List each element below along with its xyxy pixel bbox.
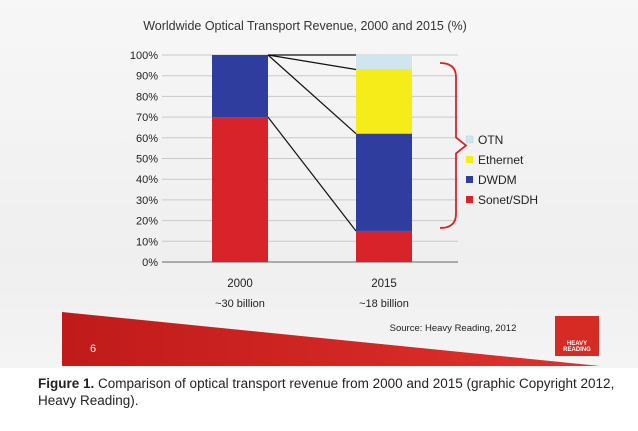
- legend-label-otn: OTN: [478, 133, 503, 147]
- y-tick-label: 40%: [136, 174, 158, 186]
- x-tick-sublabel: ~30 billion: [215, 298, 265, 310]
- y-tick-label: 100%: [130, 50, 158, 62]
- legend-bracket: [439, 62, 468, 229]
- stacked-bar-chart: Worldwide Optical Transport Revenue, 200…: [62, 19, 600, 366]
- legend-swatch-ethernet: [466, 156, 473, 163]
- y-tick-label: 90%: [136, 71, 158, 83]
- x-tick-sublabel: ~18 billion: [359, 298, 409, 310]
- legend-label-sonet-sdh: Sonet/SDH: [478, 193, 538, 207]
- y-tick-label: 80%: [136, 91, 158, 103]
- legend-swatch-dwdm: [466, 176, 473, 183]
- source-note: Source: Heavy Reading, 2012: [390, 323, 517, 334]
- legend-label-dwdm: DWDM: [478, 173, 517, 187]
- caption-text: Comparison of optical transport revenue …: [38, 376, 615, 408]
- bar-2000-dwdm: [212, 55, 268, 118]
- y-tick-label: 10%: [136, 236, 158, 248]
- chart-slide: Worldwide Optical Transport Revenue, 200…: [0, 0, 638, 368]
- bar-2015-sonet-sdh: [356, 230, 412, 262]
- legend-swatch-otn: [465, 135, 474, 144]
- connector-line: [267, 116, 357, 232]
- x-tick-label: 2015: [371, 278, 397, 290]
- legend-swatch-sonet-sdh: [466, 196, 473, 203]
- legend-label-ethernet: Ethernet: [478, 153, 524, 167]
- connector-line: [267, 54, 357, 135]
- y-tick-label: 50%: [136, 154, 158, 166]
- bar-2015-otn: [356, 55, 412, 70]
- bar-2015-ethernet: [356, 69, 412, 134]
- heavy-reading-logo: HEAVY READING: [555, 316, 599, 356]
- x-tick-label: 2000: [227, 278, 253, 290]
- chart-title: Worldwide Optical Transport Revenue, 200…: [143, 19, 467, 33]
- y-tick-label: 0%: [142, 257, 158, 269]
- red-footer-band: [62, 312, 600, 366]
- bar-2000-sonet-sdh: [212, 117, 268, 262]
- caption-label: Figure 1.: [38, 376, 95, 391]
- y-tick-label: 60%: [136, 133, 158, 145]
- figure-caption: Figure 1. Comparison of optical transpor…: [38, 375, 628, 409]
- page-number: 6: [90, 343, 97, 355]
- connector-line: [267, 54, 357, 71]
- y-tick-label: 30%: [136, 195, 158, 207]
- bar-2015-dwdm: [356, 133, 412, 231]
- y-tick-label: 20%: [136, 216, 158, 228]
- y-tick-label: 70%: [136, 112, 158, 124]
